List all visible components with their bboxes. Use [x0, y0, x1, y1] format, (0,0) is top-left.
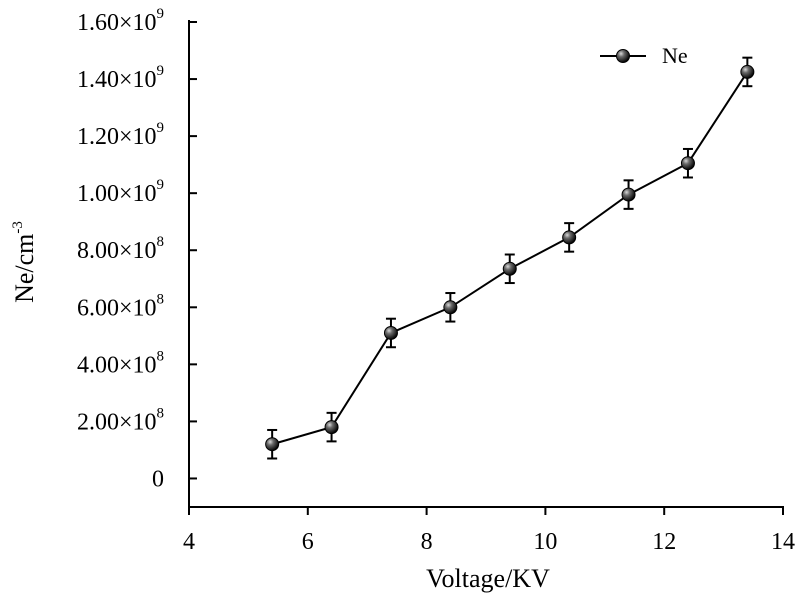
y-tick-label: 1.60×109 [77, 6, 164, 36]
y-tick-mantissa: 1.00×10 [77, 181, 157, 207]
y-tick-exponent: 9 [157, 120, 165, 136]
y-tick-exponent: 9 [157, 6, 165, 22]
x-tick-label: 4 [183, 529, 195, 555]
y-axis-ticks: 02.00×1084.00×1086.00×1088.00×1081.00×10… [77, 6, 197, 492]
data-point [502, 261, 517, 276]
y-tick-exponent: 8 [157, 405, 165, 421]
y-tick-label: 6.00×108 [77, 291, 164, 321]
y-tick-mantissa: 8.00×10 [77, 238, 157, 264]
data-point [324, 420, 339, 435]
data-point [621, 187, 636, 202]
y-tick-mantissa: 2.00×10 [77, 409, 157, 435]
y-axis-label: Ne/cm-3 [10, 221, 39, 303]
y-tick-label: 4.00×108 [77, 348, 164, 378]
x-axis-label: Voltage/KV [426, 564, 550, 593]
y-tick-exponent: 9 [157, 63, 165, 79]
y-tick-mantissa: 6.00×10 [77, 295, 157, 321]
series-layer [265, 56, 755, 460]
series-ne [265, 56, 755, 460]
y-tick-mantissa: 1.20×10 [77, 124, 157, 150]
y-tick-label: 0 [152, 466, 164, 492]
y-tick-label: 1.40×109 [77, 63, 164, 93]
data-point [265, 437, 280, 452]
y-tick-exponent: 8 [157, 234, 165, 250]
x-axis-ticks: 4 6 8 10 12 14 [183, 507, 795, 555]
legend-marker [616, 49, 630, 63]
legend-label: Ne [662, 43, 688, 68]
data-point [443, 300, 458, 315]
axes [188, 20, 784, 508]
y-tick-exponent: 8 [157, 291, 165, 307]
y-tick-label: 2.00×108 [77, 405, 164, 435]
y-tick-label: 1.20×109 [77, 120, 164, 150]
y-tick-mantissa: 0 [152, 466, 164, 492]
y-axis-label-base: Ne/cm [10, 234, 39, 303]
x-tick-label: 12 [652, 529, 676, 555]
x-tick-label: 6 [302, 529, 314, 555]
data-point [562, 230, 577, 245]
y-tick-exponent: 9 [157, 177, 165, 193]
y-tick-exponent: 8 [157, 348, 165, 364]
y-tick-mantissa: 4.00×10 [77, 352, 157, 378]
data-point [383, 325, 398, 340]
x-tick-label: 14 [771, 529, 795, 555]
legend: Ne [600, 43, 688, 68]
y-tick-mantissa: 1.40×10 [77, 67, 157, 93]
y-tick-label: 1.00×109 [77, 177, 164, 207]
y-axis-label-exponent: -3 [10, 221, 26, 234]
y-tick-label: 8.00×108 [77, 234, 164, 264]
data-point [680, 156, 695, 171]
data-point [740, 64, 755, 79]
x-tick-label: 10 [533, 529, 557, 555]
y-tick-mantissa: 1.60×10 [77, 10, 157, 36]
x-tick-label: 8 [421, 529, 433, 555]
